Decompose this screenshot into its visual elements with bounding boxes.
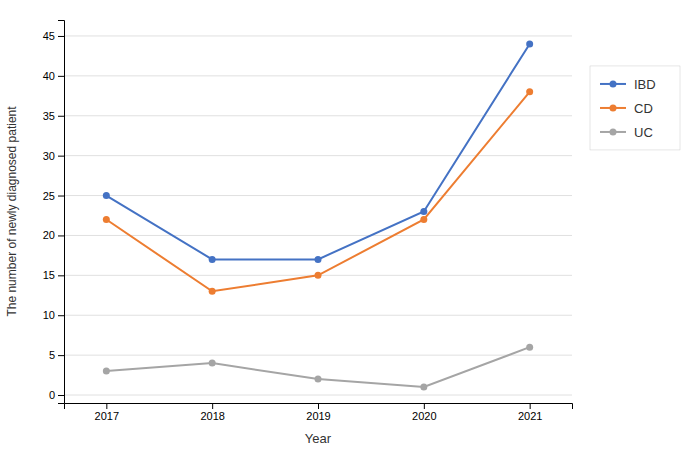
legend-label: CD xyxy=(634,101,653,116)
series-line xyxy=(106,92,529,291)
tick-label: 40 xyxy=(43,70,55,82)
legend-label: IBD xyxy=(634,77,656,92)
point xyxy=(103,216,110,223)
point xyxy=(526,88,533,95)
tick-mark xyxy=(58,36,64,37)
tick-label: 25 xyxy=(43,190,55,202)
point xyxy=(315,272,322,279)
point xyxy=(420,216,427,223)
tick-label: 30 xyxy=(43,150,55,162)
tick: 2020 xyxy=(412,403,436,422)
grid-line xyxy=(64,155,572,156)
point xyxy=(209,288,216,295)
tick-label: 2021 xyxy=(518,410,542,422)
tick-mark xyxy=(530,403,531,409)
tick-label: 5 xyxy=(49,349,55,361)
tick-label: 0 xyxy=(49,389,55,401)
x-axis: 2017 2018 2019 2020 2021 xyxy=(65,403,573,422)
grid-line xyxy=(64,235,572,236)
grid-line xyxy=(64,35,572,36)
point xyxy=(526,344,533,351)
tick: 20 xyxy=(43,229,64,241)
point xyxy=(103,368,110,375)
tick: 25 xyxy=(43,190,64,202)
legend-item: IBD xyxy=(600,77,656,92)
tick: 15 xyxy=(43,269,64,281)
legend-marker xyxy=(610,80,617,87)
legend-marker xyxy=(610,104,617,111)
grid-line xyxy=(64,195,572,196)
tick-mark xyxy=(58,116,64,117)
tick: 35 xyxy=(43,110,64,122)
point xyxy=(103,192,110,199)
series-line xyxy=(106,44,529,259)
tick-mark xyxy=(58,315,64,316)
grid xyxy=(64,36,572,395)
y-axis-title: The number of newly diagnosed patient xyxy=(5,106,19,317)
tick: 2019 xyxy=(306,403,330,422)
tick-mark xyxy=(58,76,64,77)
tick: 30 xyxy=(43,150,64,162)
tick-mark xyxy=(58,235,64,236)
plot-area: 2017 2018 2019 2020 2021 0 5 10 15 20 25 30 35 40 45 xyxy=(43,21,573,422)
legend-label: UC xyxy=(634,125,653,140)
tick: 2018 xyxy=(200,403,224,422)
point xyxy=(209,360,216,367)
x-axis-title: Year xyxy=(305,431,332,446)
tick-label: 20 xyxy=(43,229,55,241)
point xyxy=(209,256,216,263)
axis-line xyxy=(65,404,573,410)
legend-item: CD xyxy=(600,101,653,116)
legend-item: UC xyxy=(600,125,653,140)
tick-label: 2017 xyxy=(95,410,119,422)
tick-label: 2018 xyxy=(200,410,224,422)
point xyxy=(420,384,427,391)
tick: 2017 xyxy=(95,403,119,422)
tick-mark xyxy=(212,403,213,409)
tick: 45 xyxy=(43,30,64,42)
grid-line xyxy=(64,115,572,116)
point xyxy=(420,208,427,215)
tick-mark xyxy=(424,403,425,409)
chart: 2017 2018 2019 2020 2021 0 5 10 15 20 25 30 35 40 45 Ye… xyxy=(0,0,697,455)
series-line xyxy=(106,347,529,387)
point xyxy=(315,376,322,383)
tick: 2021 xyxy=(518,403,542,422)
tick-mark xyxy=(58,355,64,356)
grid-line xyxy=(64,75,572,76)
tick-label: 45 xyxy=(43,30,55,42)
y-axis: 0 5 10 15 20 25 30 35 40 45 xyxy=(43,21,65,404)
point xyxy=(526,40,533,47)
tick: 0 xyxy=(49,389,64,401)
legend-marker xyxy=(610,128,617,135)
legend: IBD CD UC xyxy=(590,66,680,150)
tick-label: 15 xyxy=(43,269,55,281)
tick-mark xyxy=(106,403,107,409)
tick-label: 2020 xyxy=(412,410,436,422)
grid-line xyxy=(64,395,572,396)
tick-mark xyxy=(318,403,319,409)
tick: 40 xyxy=(43,70,64,82)
tick-mark xyxy=(58,395,64,396)
tick-label: 10 xyxy=(43,309,55,321)
tick: 10 xyxy=(43,309,64,321)
tick-mark xyxy=(58,196,64,197)
tick-mark xyxy=(58,275,64,276)
tick: 5 xyxy=(49,349,64,361)
tick-mark xyxy=(58,156,64,157)
grid-line xyxy=(64,355,572,356)
marks xyxy=(103,40,533,390)
axis-line xyxy=(58,21,65,404)
point xyxy=(315,256,322,263)
tick-label: 35 xyxy=(43,110,55,122)
tick-label: 2019 xyxy=(306,410,330,422)
grid-line xyxy=(64,315,572,316)
legend-frame xyxy=(590,66,680,150)
